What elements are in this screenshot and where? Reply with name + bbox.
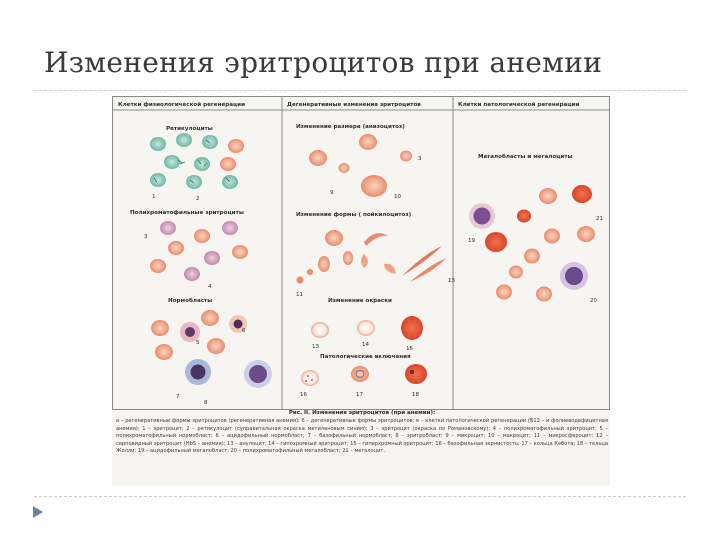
cell-number: 7 [176,394,180,400]
cell-number: 5 [196,340,200,346]
cell-number: 20 [590,298,597,304]
polychromatophil-cells [150,221,248,281]
section-label: Патологические включения [320,354,411,360]
inclusion-cells [301,364,427,386]
erythrocyte-figure: Клетки физиологической регенерации Деген… [112,96,610,486]
cell-number: 19 [468,238,475,244]
cell-number: 6 [242,328,246,334]
reticulocyte-cells [150,133,244,189]
caption-title: Рис. II. Изменения эритроцитов (при анем… [288,410,436,416]
section-label: Изменение формы ( пойкилоцитоз) [296,211,412,218]
section-label: Полихроматофильные эритроциты [130,209,244,216]
cell-number: 2 [196,196,200,202]
section-label: Изменение размера (анизоцитоз) [296,124,405,130]
slide-bullet-icon [33,506,43,518]
column-header: Клетки физиологической регенерации [118,101,245,108]
section-label: Нормобласты [168,297,212,304]
cell-number: 1 [152,194,156,200]
cell-number: 11 [296,292,303,298]
caption-body: а – регенеративные формы эритроцитов (ре… [116,418,608,455]
cell-number: 17 [356,392,363,398]
column-header: Дегенеративные изменения эритроцитов [287,102,421,108]
cell-number: 16 [300,392,307,398]
megaloblast-cells [469,185,595,302]
cell-number: 18 [412,392,419,398]
figure-frame [112,96,610,410]
cell-number: 9 [330,190,334,196]
cell-number: 3 [418,156,422,162]
cell-number: 14 [362,342,369,348]
poikilocytosis-cells [296,230,446,284]
footer-divider [34,496,686,497]
title-divider [34,90,686,91]
section-label: Мегалобласты и мегалоциты [478,153,573,160]
cell-number: 10 [394,194,401,200]
cell-number: 21 [596,216,603,222]
anisocytosis-cells [309,134,412,197]
cell-number: 13 [312,344,319,350]
cell-number: 4 [208,284,212,290]
normoblast-cells [151,310,272,388]
column-header: Клетки патологической регенерации [458,101,579,108]
figure-illustration: Клетки физиологической регенерации Деген… [112,96,610,410]
cell-number: 15 [406,346,413,352]
figure-caption: Рис. II. Изменения эритроцитов (при анем… [116,410,608,486]
section-label: Ретикулоциты [166,126,213,132]
slide-title: Изменения эритроцитов при анемии [44,46,603,79]
cell-number: 8 [204,400,208,406]
staining-cells [311,316,423,340]
cell-number: 13 [448,278,455,284]
cell-number: 3 [144,234,148,240]
section-label: Изменение окраски [328,298,392,304]
